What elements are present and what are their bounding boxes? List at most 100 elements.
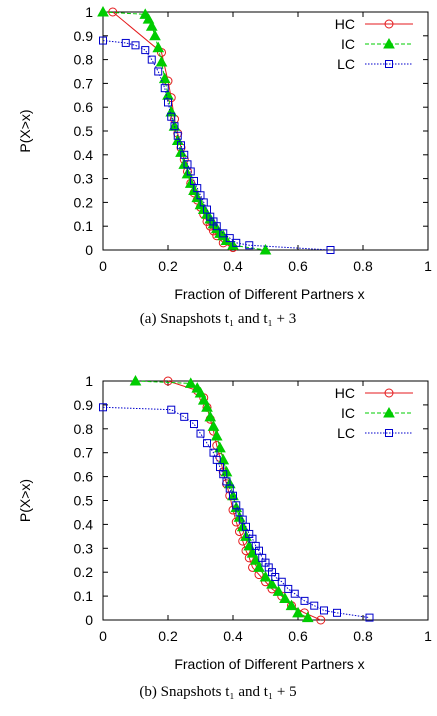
data-point-lc bbox=[170, 122, 179, 131]
figure-caption: (a) Snapshots t₁ and t₁ + 3 bbox=[140, 311, 296, 327]
series-line-lc bbox=[102, 406, 370, 619]
data-point-lc bbox=[310, 601, 319, 610]
data-point-lc bbox=[160, 84, 169, 93]
data-point-ic bbox=[292, 606, 304, 618]
data-point-hc bbox=[316, 615, 326, 625]
data-point-ic bbox=[279, 592, 291, 603]
data-point-lc bbox=[225, 234, 234, 243]
x-tick-label: 0.2 bbox=[158, 628, 178, 644]
x-tick-label: 0.2 bbox=[158, 258, 178, 274]
y-tick-label: 0 bbox=[85, 612, 93, 628]
data-point-ic bbox=[129, 374, 142, 386]
data-point-lc bbox=[121, 38, 130, 47]
y-tick-label: 0.5 bbox=[74, 493, 94, 509]
y-tick-label: 0.8 bbox=[74, 52, 94, 68]
y-tick-label: 0.3 bbox=[74, 171, 94, 187]
data-point-lc bbox=[219, 229, 228, 238]
x-tick-label: 1 bbox=[424, 258, 432, 274]
series-line-ic bbox=[102, 11, 266, 251]
legend-marker-hc bbox=[384, 19, 394, 29]
data-point-ic bbox=[207, 420, 220, 431]
data-point-ic bbox=[97, 5, 109, 17]
legend-marker-ic bbox=[383, 406, 395, 418]
legend-label-hc: HC bbox=[335, 385, 355, 401]
x-tick-label: 0.6 bbox=[288, 628, 308, 644]
y-tick-label: 0.8 bbox=[74, 421, 94, 437]
data-point-ic bbox=[210, 429, 223, 441]
data-point-ic bbox=[266, 578, 278, 589]
data-point-lc bbox=[173, 131, 182, 140]
data-point-lc bbox=[164, 98, 172, 107]
series-line-hc bbox=[167, 380, 321, 621]
y-tick-label: 0.2 bbox=[74, 194, 94, 210]
data-point-lc bbox=[196, 429, 205, 438]
y-tick-label: 0.4 bbox=[74, 516, 94, 532]
y-tick-label: 0.7 bbox=[74, 75, 94, 91]
y-axis-label: P(X>x) bbox=[17, 479, 33, 522]
data-point-lc bbox=[147, 55, 156, 64]
data-point-ic bbox=[253, 561, 265, 572]
legend-marker-hc bbox=[384, 388, 394, 398]
series-lc bbox=[99, 36, 335, 254]
legend-marker-ic bbox=[383, 37, 395, 49]
y-tick-label: 0.9 bbox=[74, 397, 94, 413]
data-point-lc bbox=[180, 412, 189, 421]
y-tick-label: 0.7 bbox=[74, 445, 94, 461]
data-point-lc bbox=[131, 41, 140, 50]
y-axis-label: P(X>x) bbox=[17, 109, 33, 152]
data-point-lc bbox=[190, 420, 198, 429]
y-tick-label: 0.1 bbox=[74, 218, 94, 234]
legend-marker-lc bbox=[385, 60, 393, 68]
data-point-hc bbox=[163, 376, 173, 386]
y-tick-label: 0.1 bbox=[74, 588, 94, 604]
data-point-lc bbox=[284, 584, 293, 593]
data-point-lc bbox=[167, 112, 176, 121]
legend-label-ic: IC bbox=[341, 405, 355, 421]
x-tick-label: 0.4 bbox=[223, 628, 243, 644]
legend: HC IC LC bbox=[335, 16, 413, 72]
data-point-lc bbox=[212, 222, 221, 231]
y-tick-label: 0.6 bbox=[74, 469, 94, 485]
y-tick-label: 0.2 bbox=[74, 564, 94, 580]
data-point-ic bbox=[194, 386, 207, 398]
series-ic bbox=[129, 374, 314, 623]
data-point-lc bbox=[186, 167, 195, 176]
y-tick-label: 1 bbox=[85, 4, 93, 20]
data-point-ic bbox=[152, 41, 165, 53]
data-point-lc bbox=[290, 589, 299, 598]
y-tick-label: 0.6 bbox=[74, 99, 94, 115]
x-axis-label: Fraction of Different Partners x bbox=[174, 286, 364, 302]
data-point-lc bbox=[203, 439, 211, 448]
data-point-ic bbox=[149, 29, 161, 41]
data-point-ic bbox=[142, 13, 155, 24]
data-point-lc bbox=[99, 36, 107, 45]
data-point-ic bbox=[184, 377, 197, 388]
y-tick-label: 0.5 bbox=[74, 123, 94, 139]
data-point-ic bbox=[201, 401, 213, 412]
y-tick-label: 0.4 bbox=[74, 147, 94, 163]
x-tick-label: 0.8 bbox=[353, 258, 373, 274]
data-point-lc bbox=[232, 238, 241, 247]
y-tick-label: 0.9 bbox=[74, 28, 94, 44]
x-tick-label: 0 bbox=[99, 628, 107, 644]
data-point-lc bbox=[177, 141, 185, 150]
legend-label-lc: LC bbox=[337, 425, 355, 441]
y-tick-label: 1 bbox=[85, 373, 93, 389]
data-point-lc bbox=[167, 405, 176, 414]
legend-label-hc: HC bbox=[335, 16, 355, 32]
data-point-hc bbox=[108, 7, 118, 17]
x-axis-label: Fraction of Different Partners x bbox=[174, 656, 364, 672]
data-point-lc bbox=[141, 46, 150, 55]
x-tick-label: 0.4 bbox=[223, 258, 243, 274]
data-point-ic bbox=[301, 611, 314, 623]
chart-panel-a: 0 0.1 0.2 0.3 0.4 0.5 0.6 0.7 0.8 0.9 1 0 0.2 0.4 0.6 0… bbox=[17, 4, 432, 327]
data-point-lc bbox=[333, 608, 341, 617]
data-point-lc bbox=[277, 577, 286, 586]
chart-panel-b: 0 0.1 0.2 0.3 0.4 0.5 0.6 0.7 0.8 0.9 1 0 0.2 0.4 0.6 0… bbox=[17, 373, 432, 700]
plot-frame bbox=[102, 11, 429, 251]
series-line-ic bbox=[135, 380, 308, 619]
x-tick-label: 1 bbox=[424, 628, 432, 644]
figure-caption: (b) Snapshots t₁ and t₁ + 5 bbox=[139, 684, 296, 700]
data-point-ic bbox=[155, 55, 168, 67]
series-lc bbox=[99, 403, 374, 622]
